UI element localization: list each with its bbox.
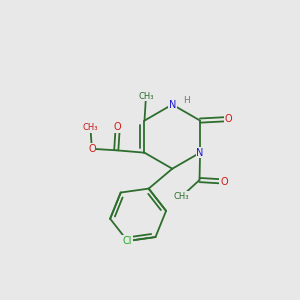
Text: CH₃: CH₃: [138, 92, 154, 101]
Text: CH₃: CH₃: [82, 123, 98, 132]
Text: O: O: [114, 122, 122, 132]
Text: N: N: [196, 148, 204, 158]
Text: O: O: [220, 176, 228, 187]
Text: H: H: [183, 97, 190, 106]
Text: O: O: [224, 114, 232, 124]
Text: O: O: [88, 144, 96, 154]
Text: Cl: Cl: [123, 236, 132, 246]
Text: N: N: [169, 100, 176, 110]
Text: CH₃: CH₃: [174, 192, 189, 201]
